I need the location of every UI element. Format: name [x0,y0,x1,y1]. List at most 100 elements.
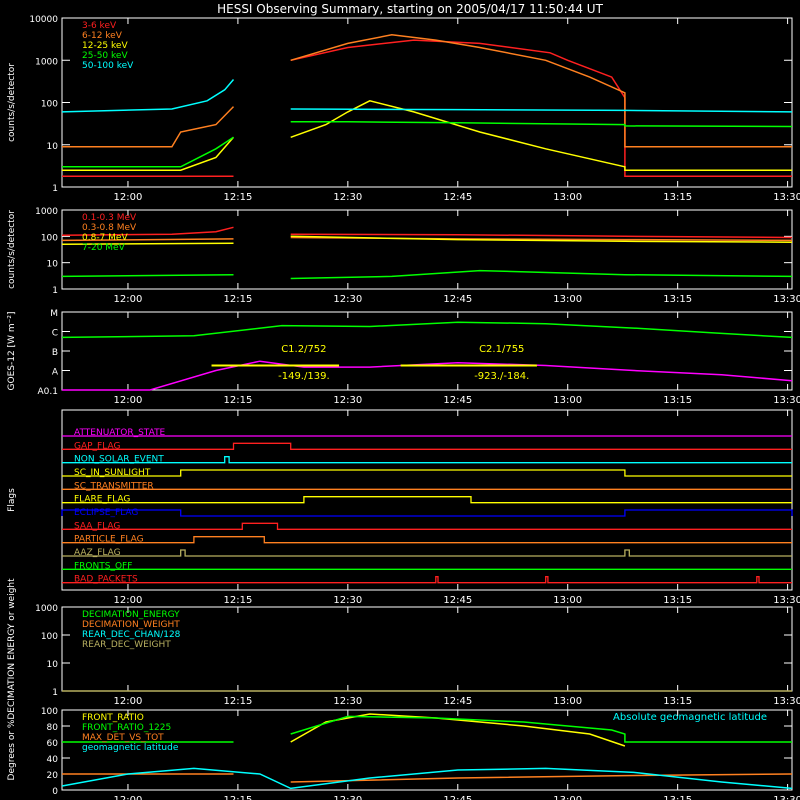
annotation: -149./139. [278,371,330,382]
y-tick-label: 0 [52,787,58,797]
y-tick-label: 80 [47,723,59,733]
annotation: C2.1/755 [479,344,524,355]
annotation: C1.2/752 [281,344,326,355]
x-tick-label: 12:00 [114,395,143,406]
x-tick-label: 13:30 [773,192,800,203]
annotation: Absolute geomagnetic latitude [613,712,767,723]
x-tick-label: 12:45 [443,395,472,406]
legend-entry: 7-20 MeV [82,243,126,253]
decimation-panel: 1 10 100 1000 12:00 12:15 12:30 12:45 13:00 13:15… [7,578,800,720]
y-tick-label: 10 [47,142,59,152]
legend-entry: DECIMATION_ENERGY [82,610,180,620]
x-tick-label: 12:15 [223,795,252,800]
legend-entry: FRONT_RATIO_1225 [82,723,171,733]
flag-label: SAA_FLAG [74,521,120,531]
series-line [61,226,793,239]
y-tick-label: 1000 [35,57,58,67]
legend-entry: 0.3-0.8 MeV [82,223,137,233]
x-tick-label: 12:45 [443,795,472,800]
decimation-ylabel: DECIMATION ENERGY or weight [7,578,17,720]
flag-label: PARTICLE_FLAG [74,535,144,545]
flag-line [62,469,792,477]
y-tick-label: 1000 [35,207,58,217]
legend-entry: MAX_DET_VS_TOT [82,733,164,743]
y-tick-label: A0.1 [38,387,58,397]
legend-entry: FRONT_RATIO [82,713,144,723]
flag-line [62,456,792,464]
flag-line [61,509,793,517]
flag-label: GAP_FLAG [74,441,120,451]
series-line [61,269,793,280]
flag-line [62,496,792,504]
y-tick-label: 40 [47,755,59,765]
x-tick-label: 12:15 [223,395,252,406]
y-tick-label: 100 [41,100,58,110]
x-tick-label: 13:30 [773,294,800,305]
ratios-panel: 0 20 40 60 80 100 12:00 12:15 12:30 12:45 13:00 13:… [7,707,800,800]
x-tick-label: 13:30 [773,795,800,800]
lo-energy-panel: 1 10 100 1000 10000 12:00 12:15 12:30 12:45 13:00… [7,15,800,203]
flag-label: AAZ_FLAG [74,548,121,558]
y-tick-label: 20 [47,771,59,781]
y-tick-label: 1 [52,286,58,296]
x-tick-label: 12:45 [443,696,472,707]
series-line [61,321,793,339]
flag-line [62,549,792,557]
ratios-ylabel: Degrees or % [7,719,17,780]
flag-line [62,442,792,450]
x-tick-label: 13:15 [663,595,692,606]
legend-entry: REAR_DEC_CHAN/128 [82,630,181,640]
flag-line [62,536,792,544]
x-tick-label: 12:45 [443,192,472,203]
x-tick-label: 13:15 [663,795,692,800]
x-tick-label: 13:00 [553,192,582,203]
legend-entry: DECIMATION_WEIGHT [82,620,180,630]
series-line [61,79,793,113]
flag-label: FRONTS_OFF [74,561,132,571]
series-line [62,39,792,177]
series-line [62,715,792,743]
y-tick-label: A [52,368,59,378]
x-tick-label: 12:30 [333,395,362,406]
x-tick-label: 12:30 [333,795,362,800]
series-line [61,235,793,246]
flag-line [62,522,792,530]
x-tick-label: 12:00 [114,294,143,305]
y-tick-label: B [52,348,58,358]
flag-label: ATTENUATOR_STATE [74,428,166,438]
series-line [62,773,793,783]
lo-energy-frame [61,17,793,188]
hi-energy-frame [61,209,793,290]
y-tick-label: M [50,309,58,319]
lo-energy-ylabel: counts/s/detector [7,63,17,142]
hi-energy-panel: 1 10 100 1000 12:00 12:15 12:30 12:45 13:00 13:15… [7,207,800,305]
y-tick-label: 100 [41,632,58,642]
x-tick-label: 13:15 [663,395,692,406]
x-tick-label: 12:00 [114,795,143,800]
flag-label: SC_IN_SUNLIGHT [74,468,151,478]
x-tick-label: 13:30 [773,395,800,406]
x-tick-label: 12:15 [223,696,252,707]
flags-panel: 12:00 12:15 12:30 12:45 13:00 13:15 13:30 Flags… [7,409,800,606]
series-line [62,34,792,148]
legend-entry: 0.8-7 MeV [82,233,128,243]
legend-entry: 0.1-0.3 MeV [82,213,137,223]
series-line [62,360,793,391]
x-tick-label: 13:30 [773,696,800,707]
legend-entry: 6-12 keV [82,31,123,41]
x-tick-label: 12:45 [443,595,472,606]
y-tick-label: 10 [47,260,59,270]
y-tick-label: 1 [52,688,58,698]
x-tick-label: 13:15 [663,294,692,305]
y-tick-label: 10000 [29,15,58,25]
x-tick-label: 12:45 [443,294,472,305]
figure-title: HESSI Observing Summary, starting on 200… [217,2,603,16]
x-tick-label: 12:00 [114,696,143,707]
flag-label: ECLIPSE_FLAG [74,508,138,518]
y-tick-label: 1000 [35,604,58,614]
series-line [62,121,793,168]
legend-entry: 12-25 keV [82,41,128,51]
ratios-frame [61,709,793,791]
